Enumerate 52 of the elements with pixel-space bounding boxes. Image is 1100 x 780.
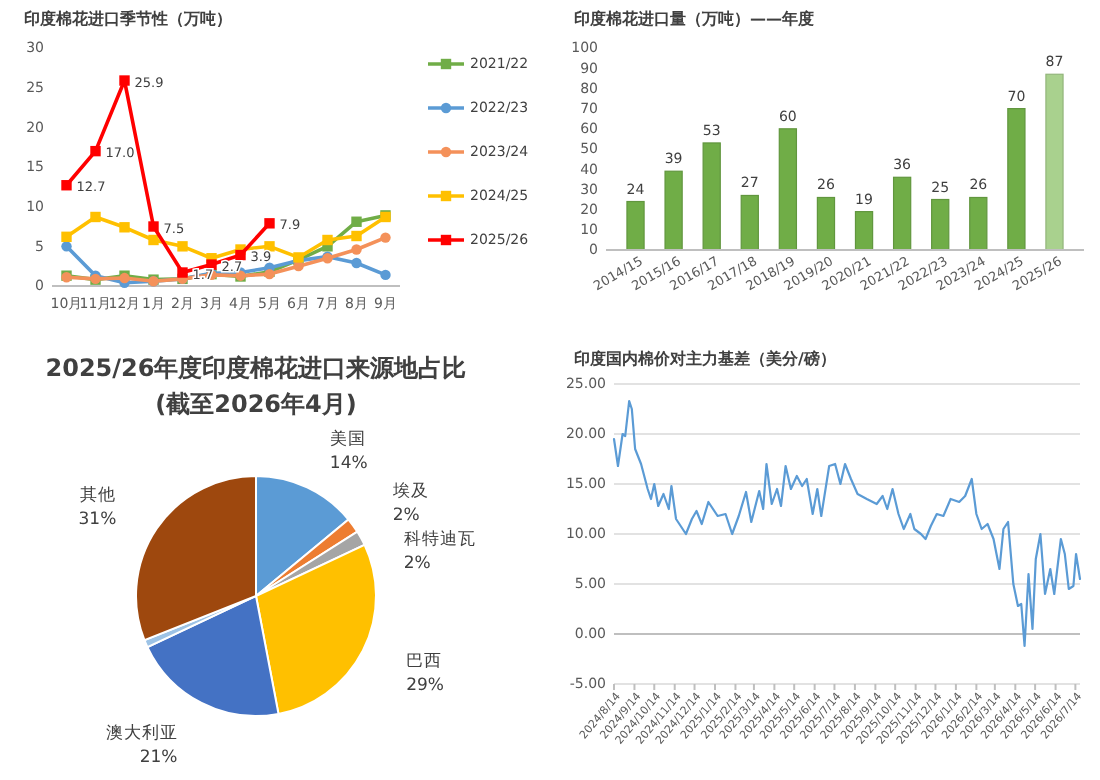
point — [148, 221, 159, 232]
slice-label: 巴西 — [406, 652, 443, 673]
data-label: 2% — [403, 553, 431, 574]
data-label: 14% — [329, 453, 368, 474]
bar — [1045, 73, 1064, 251]
bar — [740, 194, 759, 251]
point — [148, 234, 159, 246]
point — [351, 257, 362, 269]
point — [351, 230, 362, 242]
data-label: 29% — [406, 676, 444, 697]
point — [264, 218, 275, 229]
chart-title: 印度棉花进口季节性（万吨） — [24, 8, 232, 28]
bar — [778, 128, 798, 251]
point — [351, 216, 362, 227]
chart-title: 印度国内棉价对主力基差（美分/磅） — [574, 348, 836, 368]
point — [61, 231, 72, 243]
slice-label: 澳大利亚 — [105, 722, 178, 745]
point — [351, 244, 362, 255]
chart-subtitle: (截至2026年4月) — [155, 390, 357, 418]
bar — [931, 198, 950, 251]
point — [380, 232, 391, 243]
data-label: 31% — [78, 509, 117, 530]
point — [119, 75, 130, 86]
bar — [1007, 108, 1026, 251]
point — [322, 234, 333, 246]
point — [235, 249, 246, 261]
line-series — [612, 399, 1082, 648]
data-label: 21% — [139, 748, 178, 769]
point — [61, 241, 72, 252]
point — [177, 241, 188, 252]
bar — [702, 142, 721, 251]
point — [90, 211, 101, 223]
bar — [969, 196, 988, 251]
point — [177, 267, 188, 278]
bar — [816, 196, 836, 251]
chart-title: 2025/26年度印度棉花进口来源地占比 — [45, 354, 467, 382]
point — [119, 222, 130, 233]
bar — [854, 211, 874, 251]
data-label: 2% — [392, 505, 420, 526]
chart-title: 印度棉花进口量（万吨）——年度 — [574, 8, 814, 28]
slice-label: 科特迪瓦 — [403, 527, 476, 550]
bar — [892, 176, 912, 251]
slice-label: 其他 — [80, 483, 117, 506]
point — [206, 259, 217, 270]
slice-label: 美国 — [329, 427, 366, 450]
slice-label: 埃及 — [390, 479, 429, 502]
point — [61, 180, 72, 191]
point — [90, 145, 101, 157]
point — [380, 269, 391, 281]
bar — [626, 200, 645, 251]
bar — [664, 170, 683, 251]
point — [264, 241, 275, 252]
